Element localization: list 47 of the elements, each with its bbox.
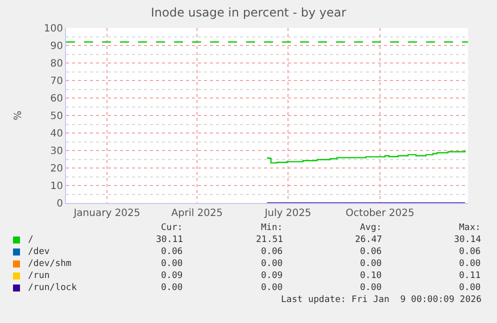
y-tick-label: 0	[56, 198, 63, 210]
text: 0.00	[360, 283, 382, 293]
y-tick-label: 60	[50, 94, 63, 104]
text: 0.06	[161, 247, 183, 257]
text: 0.11	[459, 271, 481, 281]
y-tick-label: 30	[50, 146, 63, 157]
text: 0.09	[261, 271, 283, 281]
x-tick-label: July 2025	[264, 208, 312, 219]
text: 21.51	[256, 235, 284, 245]
legend-label: /run	[28, 271, 50, 281]
text: 26.47	[355, 235, 382, 245]
legend-label: /dev	[28, 247, 50, 257]
y-axis-title: %	[12, 110, 24, 120]
x-tick-label: January 2025	[72, 208, 140, 219]
text: 0.06	[360, 247, 382, 257]
y-tick-label: 50	[50, 111, 63, 122]
x-tick-label: October 2025	[346, 208, 414, 219]
y-tick-label: 20	[50, 164, 63, 174]
legend-label: /	[28, 235, 34, 245]
text: 0.00	[261, 283, 283, 293]
text: 0.10	[360, 271, 382, 281]
text: 0.06	[261, 247, 283, 257]
text: 0.09	[161, 271, 183, 281]
text: 0.00	[459, 259, 481, 269]
text: Max:	[459, 223, 481, 233]
y-tick-label: 90	[50, 41, 63, 52]
y-tick-label: 80	[50, 58, 63, 70]
text: Avg:	[360, 223, 382, 233]
text: 0.00	[261, 259, 283, 269]
legend-label: /run/lock	[28, 283, 78, 293]
y-tick-label: 100	[44, 24, 63, 34]
text: 0.00	[360, 259, 382, 269]
text: 0.00	[459, 283, 481, 293]
text: 30.11	[156, 235, 184, 245]
legend-label: /dev/shm	[28, 259, 72, 269]
y-tick-label: 70	[50, 76, 63, 87]
text: 0.06	[459, 247, 481, 257]
text: Cur:	[161, 223, 183, 233]
chart-title: Inode usage in percent - by year	[150, 5, 346, 20]
y-tick-label: 40	[50, 128, 63, 140]
text: 0.00	[161, 259, 183, 269]
x-tick-label: April 2025	[171, 208, 223, 219]
text: 30.14	[454, 235, 482, 245]
text: Min:	[261, 223, 283, 233]
y-tick-label: 10	[50, 181, 63, 192]
text: 0.00	[161, 283, 183, 293]
text: Last update: Fri Jan 9 00:00:09 2026	[281, 295, 482, 305]
